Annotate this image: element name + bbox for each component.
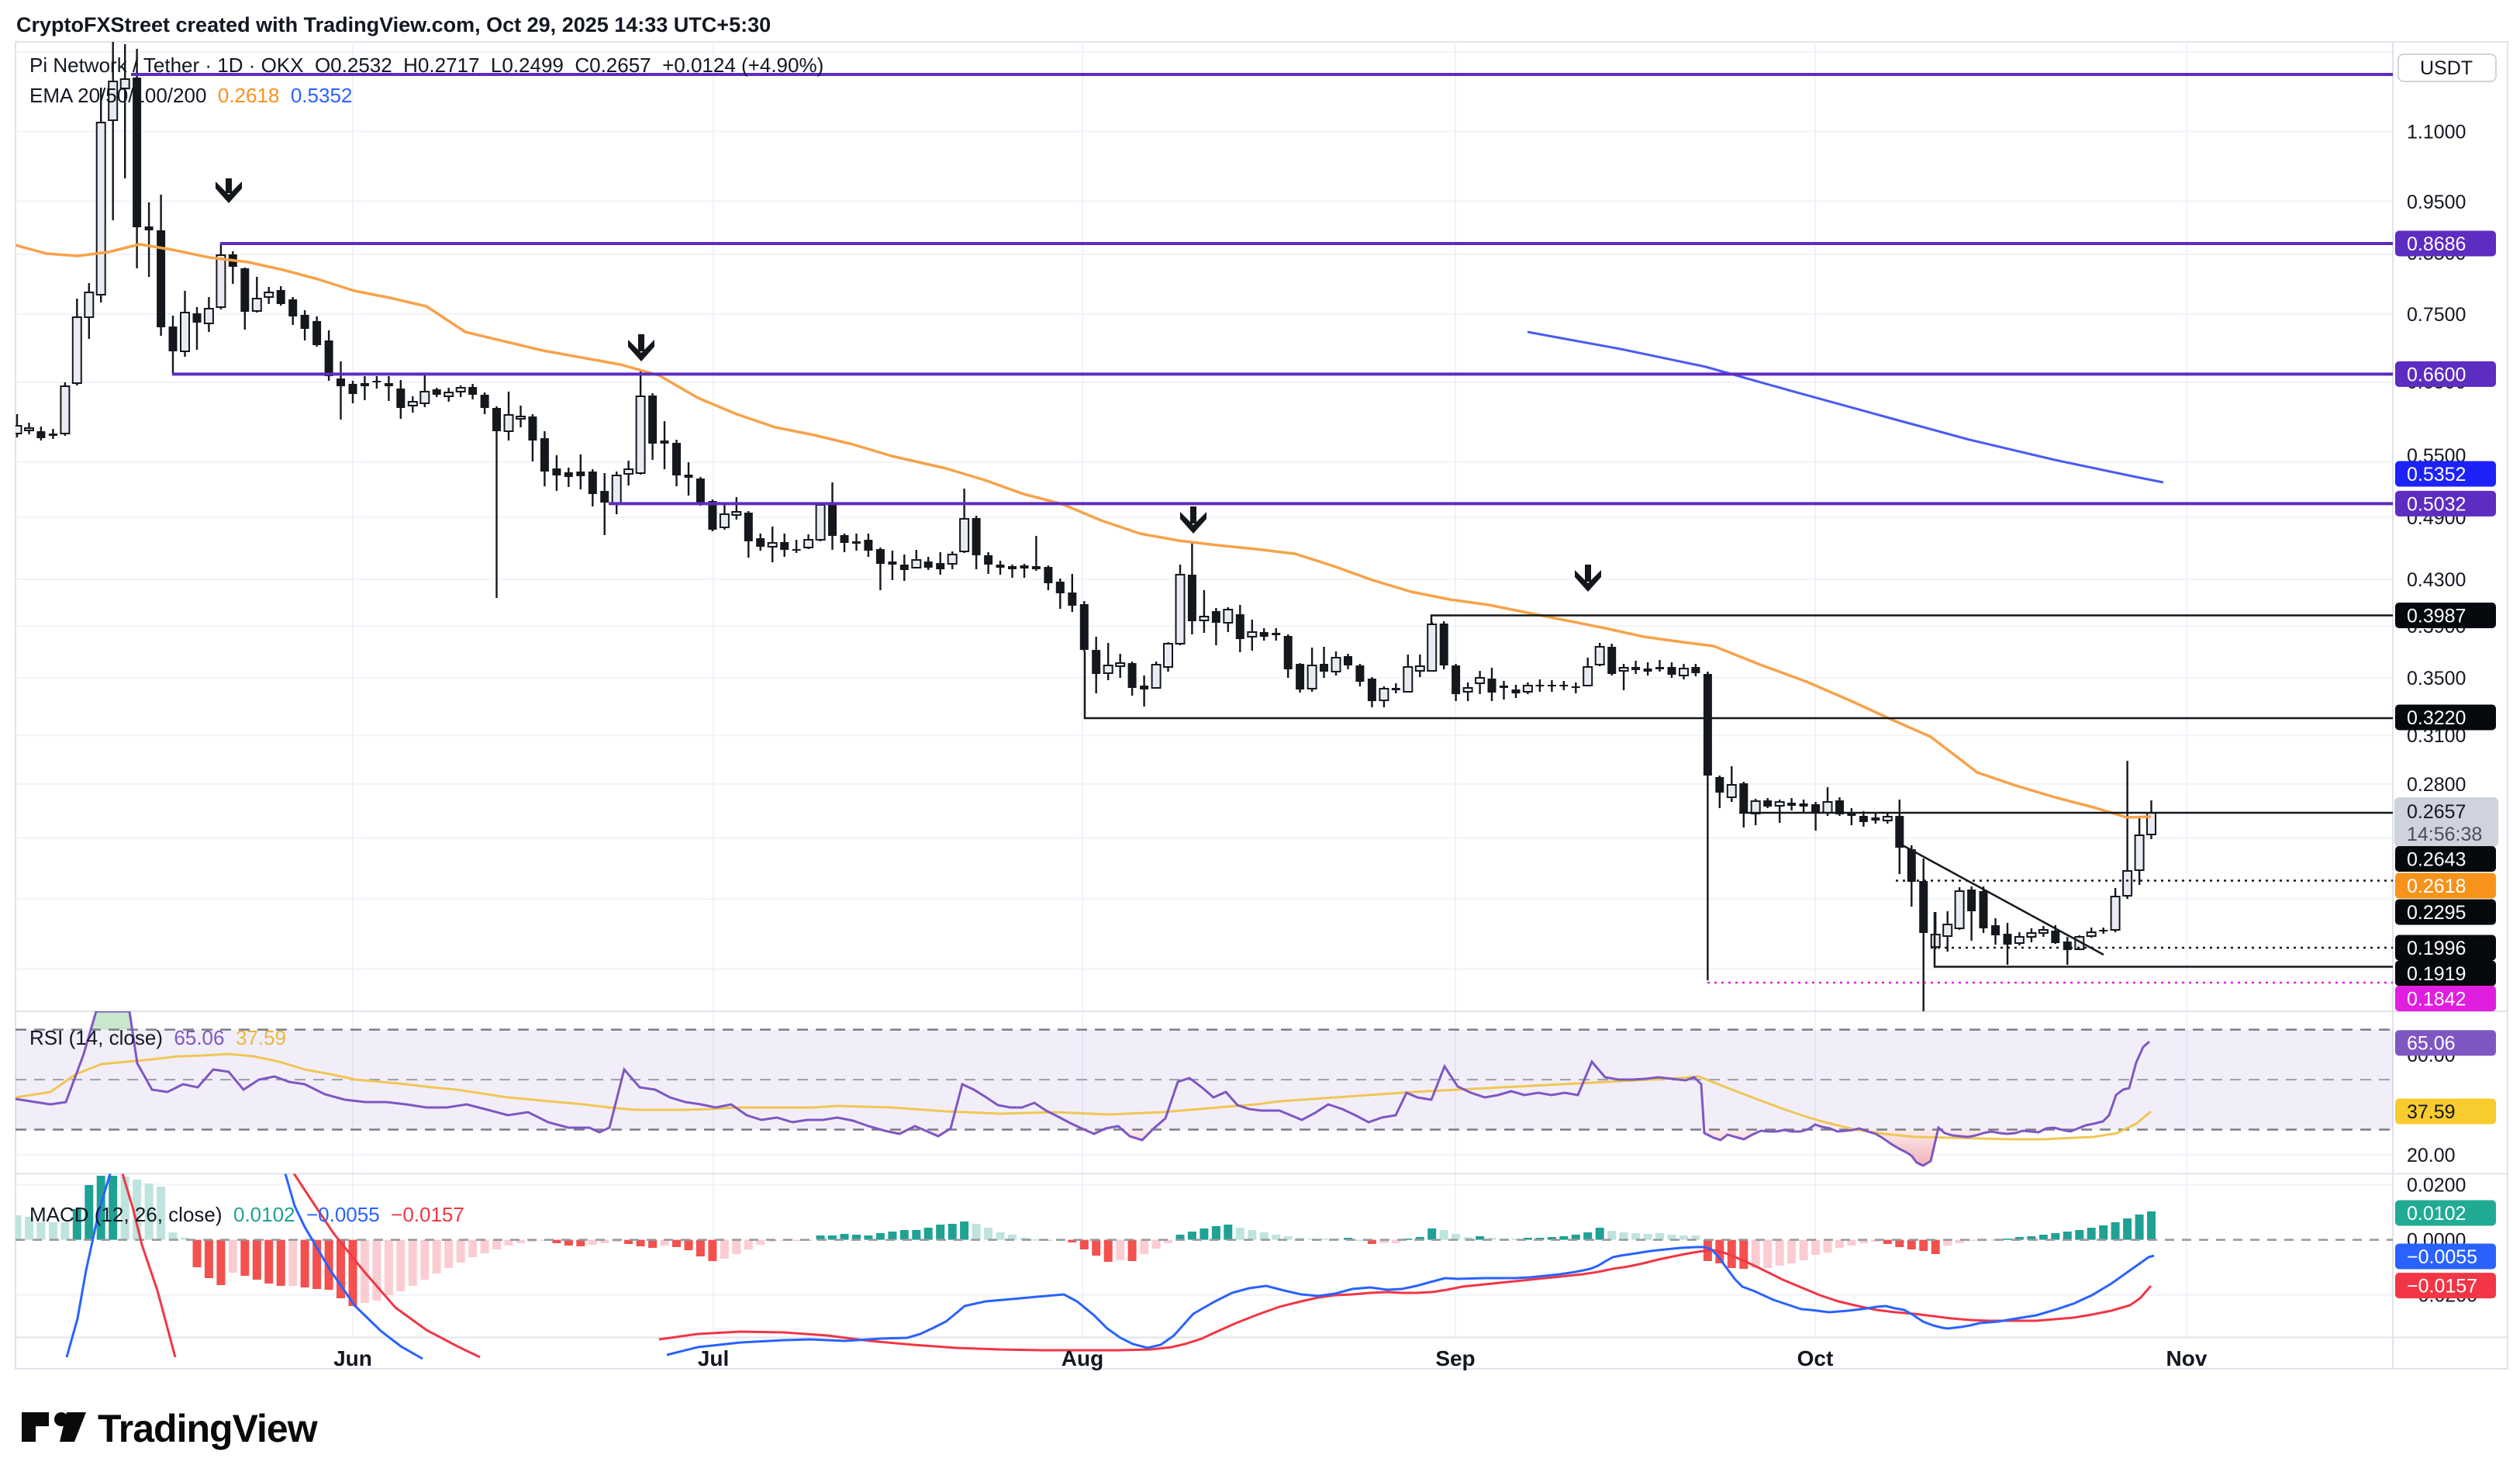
svg-text:37.59: 37.59: [2407, 1101, 2456, 1123]
svg-text:65.06: 65.06: [2407, 1033, 2456, 1055]
svg-text:0.1996: 0.1996: [2407, 938, 2466, 959]
svg-text:MACD (12, 26, close) 0.0102: MACD (12, 26, close) 0.0102 −0.0055 −0.0…: [29, 1203, 464, 1226]
svg-text:Oct: Oct: [1797, 1346, 1834, 1370]
svg-text:0.2800: 0.2800: [2407, 774, 2466, 796]
svg-text:−0.0157: −0.0157: [2407, 1276, 2477, 1298]
svg-text:0.2295: 0.2295: [2407, 902, 2466, 924]
svg-text:CryptoFXStreet created with Tr: CryptoFXStreet created with TradingView.…: [16, 13, 771, 36]
svg-text:0.0102: 0.0102: [2407, 1203, 2466, 1225]
svg-text:0.9500: 0.9500: [2407, 192, 2466, 213]
svg-text:0.2643: 0.2643: [2407, 849, 2466, 871]
svg-text:14:56:38: 14:56:38: [2407, 824, 2482, 845]
svg-text:0.2657: 0.2657: [2407, 801, 2466, 823]
svg-text:0.4300: 0.4300: [2407, 569, 2466, 591]
svg-text:Jun: Jun: [333, 1346, 372, 1370]
svg-text:0.3987: 0.3987: [2407, 606, 2466, 627]
svg-text:0.0200: 0.0200: [2407, 1175, 2466, 1197]
svg-text:USDT: USDT: [2420, 57, 2473, 79]
svg-text:Jul: Jul: [698, 1346, 729, 1370]
svg-text:0.3500: 0.3500: [2407, 668, 2466, 689]
svg-text:Pi Network / Tether · 1D · OKX: Pi Network / Tether · 1D · OKX O0.2532 H…: [29, 54, 823, 77]
svg-text:RSI (14, close) 65.06 37.59: RSI (14, close) 65.06 37.59: [29, 1026, 286, 1049]
svg-text:20.00: 20.00: [2407, 1145, 2456, 1166]
svg-text:Sep: Sep: [1435, 1346, 1475, 1370]
svg-text:Aug: Aug: [1062, 1346, 1103, 1370]
svg-text:0.7500: 0.7500: [2407, 304, 2466, 326]
svg-text:TradingView: TradingView: [98, 1407, 318, 1450]
svg-text:0.1919: 0.1919: [2407, 963, 2466, 985]
svg-text:0.5032: 0.5032: [2407, 493, 2466, 515]
svg-text:0.8686: 0.8686: [2407, 233, 2466, 255]
svg-text:EMA 20/50/100/200 0.2618 0.5: EMA 20/50/100/200 0.2618 0.5352: [29, 84, 352, 107]
svg-text:0.5352: 0.5352: [2407, 464, 2466, 485]
svg-text:0.2618: 0.2618: [2407, 876, 2466, 897]
svg-text:0.1842: 0.1842: [2407, 989, 2466, 1011]
svg-text:1.1000: 1.1000: [2407, 122, 2466, 143]
svg-text:−0.0055: −0.0055: [2407, 1246, 2477, 1268]
svg-text:0.6600: 0.6600: [2407, 364, 2466, 385]
svg-text:0.3220: 0.3220: [2407, 707, 2466, 729]
svg-text:Nov: Nov: [2166, 1346, 2208, 1370]
